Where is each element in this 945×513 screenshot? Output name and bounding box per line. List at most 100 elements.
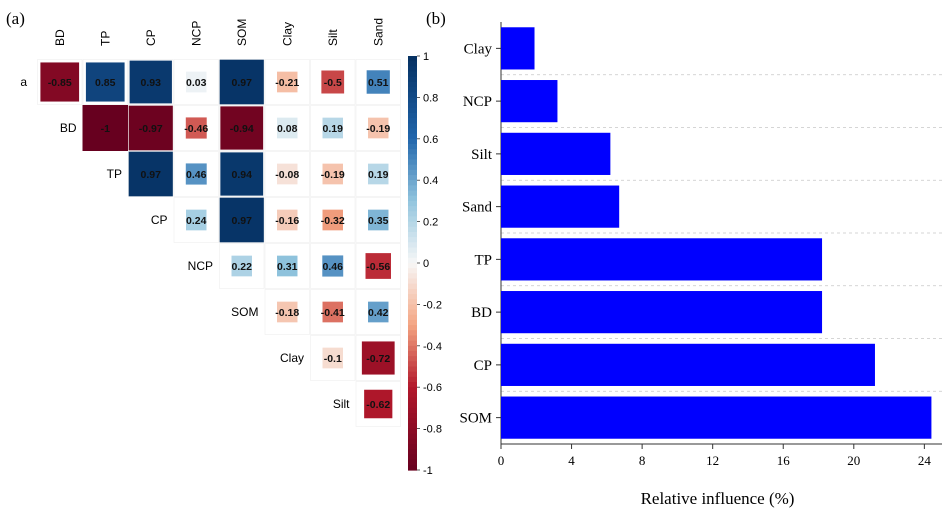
heatmap-col-label: NCP (189, 21, 203, 46)
heatmap-col-label: BD (53, 29, 67, 46)
colorbar-tick-label: -0.2 (423, 299, 442, 311)
y-tick-label: TP (474, 252, 492, 268)
y-tick-label: Silt (471, 147, 493, 163)
heatmap-col-label: Silt (326, 29, 340, 46)
heatmap-row-label: Silt (333, 397, 350, 411)
x-tick-label: 24 (918, 453, 932, 468)
colorbar-segment (408, 102, 417, 109)
heatmap-cell (364, 389, 393, 419)
heatmap-cell (128, 151, 173, 197)
y-tick-label: CP (474, 358, 492, 374)
heatmap-cell (277, 163, 298, 185)
colorbar-segment (408, 350, 417, 357)
heatmap-cell (219, 59, 264, 105)
colorbar-segment (408, 66, 417, 73)
colorbar-segment (408, 247, 417, 254)
colorbar-segment (408, 263, 417, 269)
heatmap-cell (220, 106, 264, 150)
heatmap-cell-frame (264, 243, 310, 289)
heatmap-cell (365, 253, 391, 279)
heatmap-cell-value: 0.31 (277, 261, 298, 273)
heatmap-cell (368, 209, 389, 231)
colorbar-segment (408, 278, 417, 285)
colorbar-segment (408, 433, 417, 440)
colorbar-segment (408, 402, 417, 409)
heatmap-cell (277, 71, 298, 93)
heatmap-cell (277, 255, 298, 277)
heatmap-cell-frame (355, 335, 401, 381)
heatmap-cell-frame (355, 289, 401, 335)
heatmap-cell-value: -0.62 (366, 399, 390, 411)
colorbar-segment (408, 314, 417, 321)
heatmap-cell-frame (173, 151, 219, 197)
heatmap-cell (185, 117, 207, 139)
y-tick-label: Sand (462, 200, 493, 216)
heatmap-cell-frame (128, 151, 174, 197)
colorbar-segment (408, 195, 417, 202)
heatmap-cell-value: -0.56 (366, 261, 390, 273)
colorbar-segment (408, 56, 417, 62)
colorbar-tick-label: 0.6 (423, 134, 438, 146)
bar (501, 185, 620, 228)
colorbar-segment (408, 325, 417, 331)
colorbar-segment (408, 112, 417, 119)
colorbar-tick-label: 0.2 (423, 217, 438, 229)
colorbar-segment (408, 459, 417, 466)
colorbar-segment (408, 392, 417, 399)
colorbar-segment (408, 87, 417, 93)
colorbar-segment (408, 164, 417, 171)
colorbar-segment (408, 356, 417, 362)
heatmap-cell-frame (355, 381, 401, 427)
colorbar-segment (408, 376, 417, 383)
heatmap-cell (82, 105, 128, 151)
heatmap-cell-frame (219, 197, 265, 243)
x-axis-title: Relative influence (%) (641, 489, 795, 508)
heatmap-cell (322, 117, 343, 139)
heatmap-cell-frame (173, 197, 219, 243)
colorbar-segment (408, 211, 417, 218)
heatmap-cell-value: -0.72 (366, 353, 390, 365)
heatmap-cell (85, 62, 125, 102)
heatmap-cell-value: -0.32 (321, 215, 345, 227)
colorbar-segment (408, 449, 417, 456)
heatmap-cell-frame (219, 105, 265, 151)
heatmap-col-label: Sand (371, 18, 385, 46)
heatmap-cell-frame (310, 335, 356, 381)
colorbar-segment (408, 268, 417, 274)
colorbar-tick-label: -0.6 (423, 382, 442, 394)
colorbar-segment (408, 464, 417, 471)
heatmap-cell-value: 0.97 (232, 77, 253, 89)
colorbar-segment (408, 128, 417, 135)
bar (501, 396, 932, 439)
heatmap-cell-value: -1 (101, 123, 110, 135)
heatmap-cell-frame (173, 59, 219, 105)
colorbar-segment (408, 345, 417, 352)
y-tick-label: NCP (463, 94, 492, 110)
heatmap-cell-value: 0.93 (141, 77, 162, 89)
x-tick-label: 8 (639, 453, 646, 468)
heatmap-cell (322, 301, 343, 323)
heatmap-cell-value: -0.94 (230, 123, 254, 135)
heatmap-cell (40, 62, 80, 102)
heatmap-cell-frame (310, 59, 356, 105)
heatmap-col-label: TP (98, 31, 112, 46)
colorbar-segment (408, 428, 417, 435)
heatmap-row-label: TP (107, 167, 122, 181)
colorbar-segment (408, 257, 417, 264)
colorbar-segment (408, 216, 417, 223)
colorbar-segment (408, 382, 417, 388)
colorbar-tick-label: 0.4 (423, 175, 438, 187)
heatmap-cell-frame (355, 105, 401, 151)
heatmap-cell (220, 152, 264, 196)
heatmap-cell (129, 60, 172, 104)
colorbar-tick-label: -0.8 (423, 424, 442, 436)
heatmap-cell-frame (310, 243, 356, 289)
colorbar-segment (408, 407, 417, 414)
heatmap-cell-value: -0.5 (324, 77, 342, 89)
heatmap-cell-value: -0.18 (275, 307, 299, 319)
colorbar-segment (408, 438, 417, 445)
heatmap-cell-frame (264, 105, 310, 151)
relative-influence-bar-chart: Clay NCP Silt Sand TP BD CP SOM 0 4 8 12 16 20 24 Relat… (459, 22, 942, 508)
y-tick-label: BD (471, 305, 492, 321)
heatmap-cell-value: -0.41 (321, 307, 345, 319)
